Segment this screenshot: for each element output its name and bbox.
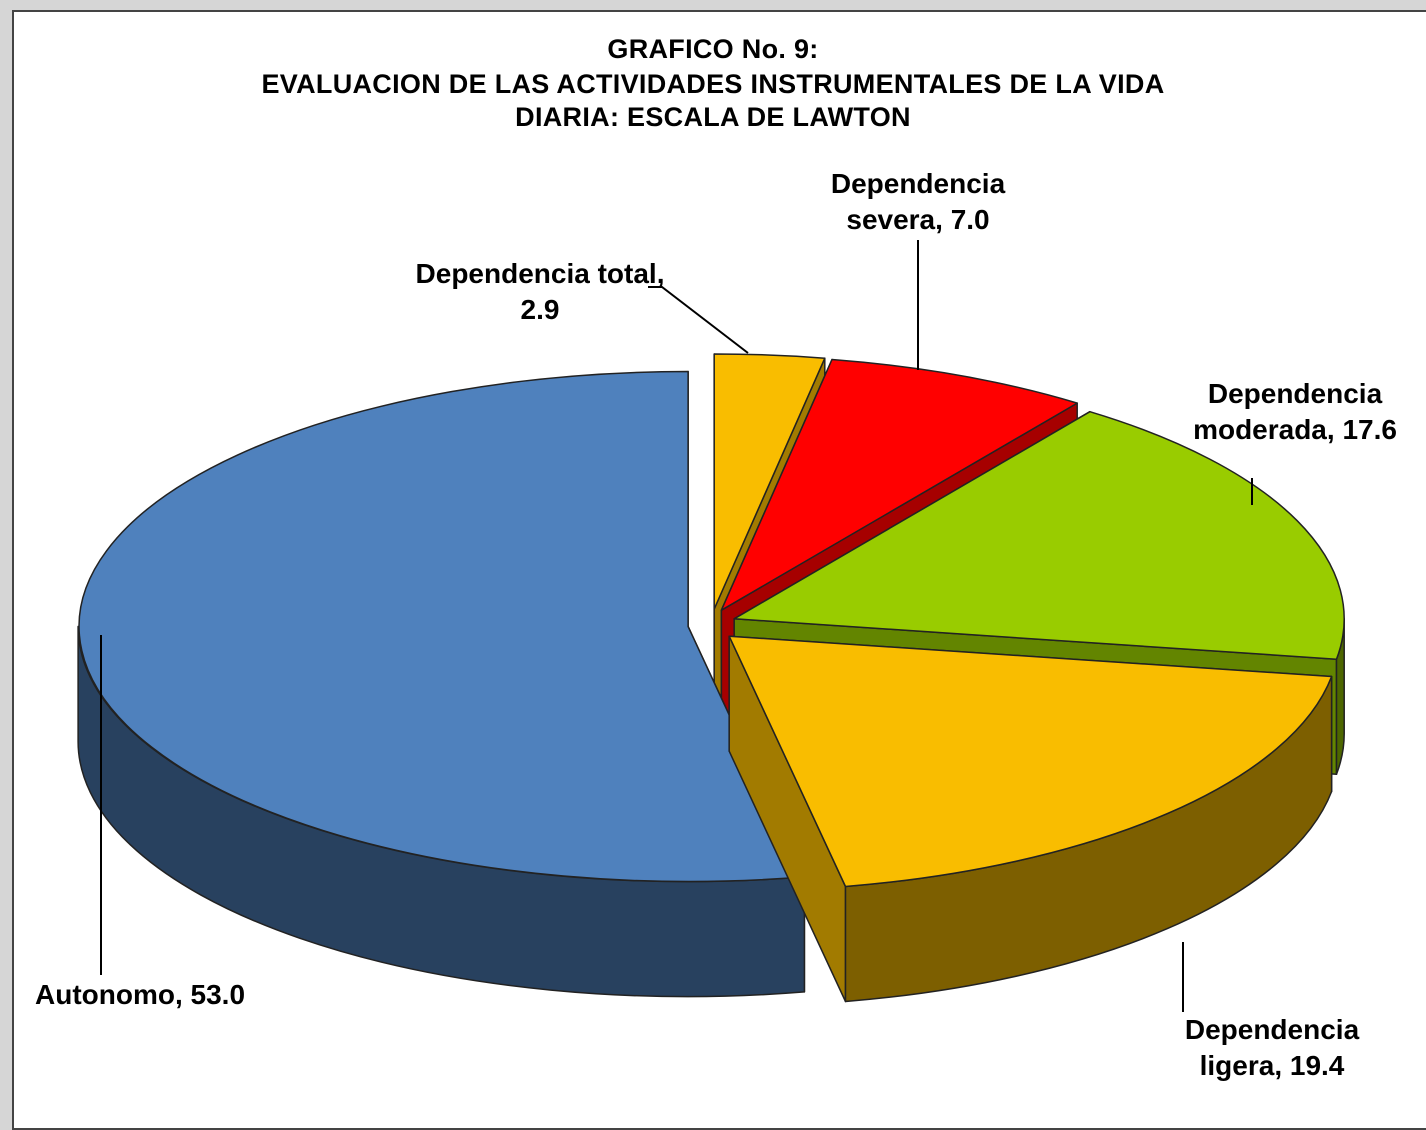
leader-line bbox=[648, 286, 749, 354]
chart-title: EVALUACION DE LAS ACTIVIDADES INSTRUMENT… bbox=[261, 69, 1165, 99]
slice bbox=[728, 635, 1333, 888]
chart-title: GRAFICO No. 9: bbox=[607, 34, 819, 64]
leaders bbox=[100, 240, 1253, 1012]
data-label: Dependencia severa, 7.0 bbox=[830, 168, 1006, 235]
slice bbox=[713, 353, 826, 610]
slice bbox=[720, 358, 1078, 611]
slice bbox=[733, 410, 1345, 660]
data-label: Dependencia ligera, 19.4 bbox=[1184, 1014, 1360, 1081]
chart-title: DIARIA: ESCALA DE LAWTON bbox=[515, 102, 911, 132]
data-label: Autonomo, 53.0 bbox=[35, 979, 246, 1010]
data-label: Dependencia total, 2.9 bbox=[415, 258, 665, 325]
slice bbox=[78, 370, 806, 883]
data-label: Dependencia moderada, 17.6 bbox=[1193, 378, 1397, 445]
